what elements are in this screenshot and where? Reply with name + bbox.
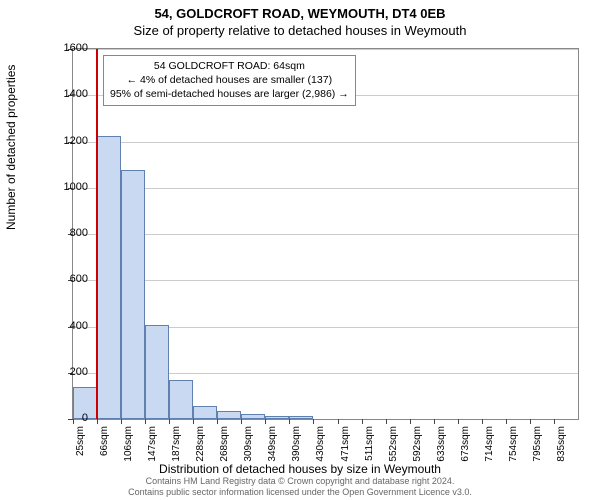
ytick-label: 0 — [48, 412, 88, 424]
xtick-mark — [193, 419, 194, 424]
xtick-mark — [121, 419, 122, 424]
xtick-mark — [482, 419, 483, 424]
xtick-mark — [97, 419, 98, 424]
histogram-bar — [289, 416, 313, 419]
histogram-bar — [241, 414, 265, 419]
ytick-label: 600 — [48, 273, 88, 285]
plot-area: 54 GOLDCROFT ROAD: 64sqm← 4% of detached… — [72, 48, 579, 420]
gridline — [73, 280, 578, 281]
annotation-line: 54 GOLDCROFT ROAD: 64sqm — [110, 59, 349, 73]
xtick-mark — [289, 419, 290, 424]
xtick-mark — [145, 419, 146, 424]
gridline — [73, 234, 578, 235]
ytick-label: 1200 — [48, 135, 88, 147]
annotation-line: ← 4% of detached houses are smaller (137… — [110, 73, 349, 87]
histogram-bar — [169, 380, 193, 419]
footer-line-2: Contains public sector information licen… — [0, 487, 600, 498]
xtick-mark — [410, 419, 411, 424]
xtick-mark — [169, 419, 170, 424]
gridline — [73, 49, 578, 50]
xtick-mark — [530, 419, 531, 424]
chart-container: 54, GOLDCROFT ROAD, WEYMOUTH, DT4 0EB Si… — [0, 0, 600, 500]
histogram-bar — [193, 406, 217, 419]
property-marker-line — [96, 49, 98, 419]
xtick-mark — [458, 419, 459, 424]
xtick-mark — [386, 419, 387, 424]
histogram-bar — [121, 170, 145, 419]
y-axis-label: Number of detached properties — [4, 65, 18, 230]
annotation-box: 54 GOLDCROFT ROAD: 64sqm← 4% of detached… — [103, 55, 356, 106]
footer-line-1: Contains HM Land Registry data © Crown c… — [0, 476, 600, 487]
footer-attribution: Contains HM Land Registry data © Crown c… — [0, 476, 600, 498]
ytick-label: 200 — [48, 366, 88, 378]
xtick-mark — [434, 419, 435, 424]
xtick-mark — [362, 419, 363, 424]
title-sub: Size of property relative to detached ho… — [0, 21, 600, 38]
xtick-mark — [265, 419, 266, 424]
ytick-label: 1000 — [48, 181, 88, 193]
ytick-label: 400 — [48, 320, 88, 332]
gridline — [73, 188, 578, 189]
histogram-bar — [97, 136, 121, 419]
xtick-mark — [338, 419, 339, 424]
x-axis-label: Distribution of detached houses by size … — [0, 462, 600, 476]
xtick-mark — [506, 419, 507, 424]
ytick-label: 1400 — [48, 88, 88, 100]
histogram-bar — [145, 325, 169, 419]
xtick-mark — [554, 419, 555, 424]
histogram-bar — [217, 411, 241, 419]
title-main: 54, GOLDCROFT ROAD, WEYMOUTH, DT4 0EB — [0, 0, 600, 21]
ytick-label: 1600 — [48, 42, 88, 54]
ytick-label: 800 — [48, 227, 88, 239]
histogram-bar — [265, 416, 289, 419]
annotation-line: 95% of semi-detached houses are larger (… — [110, 87, 349, 101]
xtick-mark — [313, 419, 314, 424]
xtick-mark — [217, 419, 218, 424]
xtick-mark — [241, 419, 242, 424]
gridline — [73, 142, 578, 143]
